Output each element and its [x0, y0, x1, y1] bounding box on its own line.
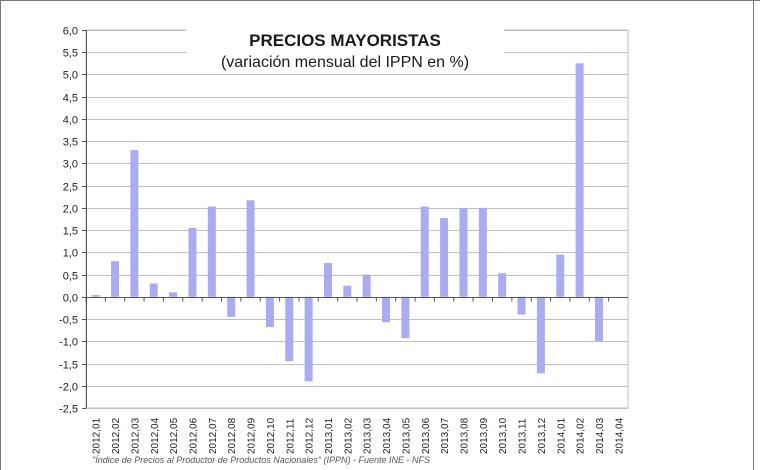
y-tick-label: 1,0 — [63, 248, 78, 260]
bar — [498, 273, 507, 297]
bar — [440, 218, 449, 297]
x-tick-label: 2014,03 — [595, 417, 606, 454]
bar — [459, 207, 468, 297]
plot-area — [85, 29, 629, 409]
x-tick-label: 2013,10 — [498, 417, 509, 454]
x-tick-label: 2012,12 — [305, 417, 316, 454]
bar — [420, 206, 429, 297]
x-tick-label: 2012,03 — [130, 417, 141, 454]
chart-subtitle: (variación mensual del IPPN en %) — [221, 54, 469, 71]
y-tick-label: 4,0 — [63, 115, 78, 127]
bar — [517, 296, 526, 315]
bar — [207, 206, 216, 297]
x-tick-label: 2013,03 — [363, 417, 374, 454]
x-tick-label: 2012,11 — [285, 418, 296, 454]
x-tick-label: 2013,11 — [518, 418, 529, 454]
y-tick-label: 0,0 — [63, 293, 78, 305]
bar — [246, 200, 255, 297]
bar — [594, 296, 603, 342]
x-tick-label: 2013,02 — [343, 417, 354, 454]
bar — [478, 207, 487, 297]
bar — [401, 296, 410, 339]
y-tick-label: -2,5 — [59, 404, 78, 416]
bar — [304, 296, 313, 382]
bar — [362, 274, 371, 297]
bar — [111, 261, 120, 297]
x-tick-label: 2012,04 — [150, 417, 161, 454]
chart-title: PRECIOS MAYORISTAS — [249, 31, 441, 50]
y-tick-label: 5,0 — [63, 70, 78, 82]
bar — [91, 295, 100, 297]
bar — [536, 296, 545, 374]
bar — [265, 296, 274, 328]
y-tick-label: 2,0 — [63, 204, 78, 216]
y-tick-label: 4,5 — [63, 93, 78, 105]
bar — [556, 254, 565, 297]
bar — [130, 150, 139, 297]
x-tick-label: 2012,05 — [169, 417, 180, 454]
chart-footnote: "Índice de Precios al Productor de Produ… — [92, 455, 430, 465]
x-tick-label: 2014,04 — [614, 417, 625, 454]
x-tick-label: 2012,08 — [227, 417, 238, 454]
x-tick-label: 2012,07 — [208, 417, 219, 454]
bar — [382, 296, 391, 323]
x-tick-label: 2013,01 — [324, 417, 335, 454]
x-tick-label: 2012,02 — [111, 417, 122, 454]
x-tick-label: 2013,08 — [459, 417, 470, 454]
y-tick-label: 1,5 — [63, 226, 78, 238]
x-tick-label: 2012,09 — [247, 417, 258, 454]
x-tick-label: 2013,12 — [537, 417, 548, 454]
y-tick-label: -0,5 — [59, 315, 78, 327]
x-tick-label: 2013,04 — [382, 417, 393, 454]
x-tick-label: 2013,05 — [401, 417, 412, 454]
bar — [149, 283, 158, 297]
bar — [323, 263, 332, 297]
x-tick-label: 2013,06 — [421, 417, 432, 454]
bar — [188, 227, 197, 297]
bar — [169, 292, 178, 297]
x-tick-label: 2014,01 — [556, 417, 567, 454]
y-tick-label: 3,5 — [63, 137, 78, 149]
y-tick-label: -1,5 — [59, 360, 78, 372]
x-tick-label: 2012,06 — [188, 417, 199, 454]
x-tick-label: 2013,07 — [440, 417, 451, 454]
x-tick-label: 2013,09 — [479, 417, 490, 454]
x-tick-label: 2014,02 — [576, 417, 587, 454]
x-tick-label: 2012,01 — [92, 417, 103, 454]
y-tick-label: 0,5 — [63, 271, 78, 283]
x-tick-label: 2012,10 — [266, 417, 277, 454]
y-tick-label: -1,0 — [59, 337, 78, 349]
y-tick-label: 5,5 — [63, 48, 78, 60]
bar — [227, 296, 236, 317]
y-tick-label: 2,5 — [63, 182, 78, 194]
bar — [285, 296, 294, 362]
title-box — [186, 27, 504, 73]
bar — [343, 285, 352, 297]
y-tick-label: -2,0 — [59, 382, 78, 394]
bar — [575, 63, 584, 297]
y-tick-label: 6,0 — [63, 26, 78, 38]
y-tick-label: 3,0 — [63, 159, 78, 171]
